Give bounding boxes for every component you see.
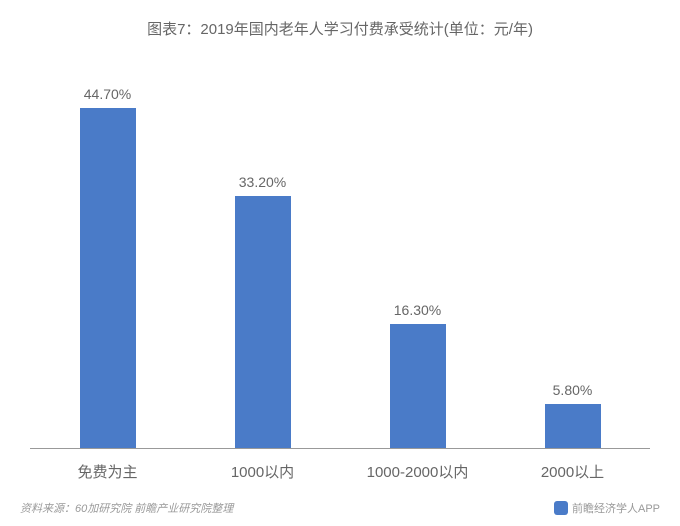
bar-value-label-0: 44.70% — [84, 86, 131, 102]
x-label-2: 1000-2000以内 — [340, 461, 495, 482]
plot-region: 44.70% 33.20% 16.30% 5.80% — [30, 69, 650, 449]
chart-container: 图表7：2019年国内老年人学习付费承受统计(单位：元/年) 44.70% 33… — [0, 0, 680, 526]
bar-group-0: 44.70% — [30, 86, 185, 448]
bar-group-3: 5.80% — [495, 382, 650, 448]
bars-wrapper: 44.70% 33.20% 16.30% 5.80% — [30, 69, 650, 448]
bar-1 — [235, 196, 291, 448]
bar-group-2: 16.30% — [340, 302, 495, 448]
bar-group-1: 33.20% — [185, 174, 340, 448]
bar-value-label-1: 33.20% — [239, 174, 286, 190]
chart-title: 图表7：2019年国内老年人学习付费承受统计(单位：元/年) — [0, 0, 680, 49]
x-label-1: 1000以内 — [185, 461, 340, 482]
bar-3 — [545, 404, 601, 448]
footer: 资料来源：60加研究院 前瞻产业研究院整理 前瞻经济学人APP — [0, 486, 680, 526]
bar-value-label-2: 16.30% — [394, 302, 441, 318]
x-label-3: 2000以上 — [495, 461, 650, 482]
x-axis-labels: 免费为主 1000以内 1000-2000以内 2000以上 — [30, 449, 650, 482]
x-label-0: 免费为主 — [30, 461, 185, 482]
watermark-icon — [554, 501, 568, 515]
watermark-text: 前瞻经济学人APP — [572, 500, 660, 516]
watermark: 前瞻经济学人APP — [554, 500, 660, 516]
bar-value-label-3: 5.80% — [553, 382, 593, 398]
bar-0 — [80, 108, 136, 448]
source-text: 资料来源：60加研究院 前瞻产业研究院整理 — [20, 500, 233, 516]
bar-2 — [390, 324, 446, 448]
chart-area: 44.70% 33.20% 16.30% 5.80% 免费为主 — [0, 49, 680, 486]
